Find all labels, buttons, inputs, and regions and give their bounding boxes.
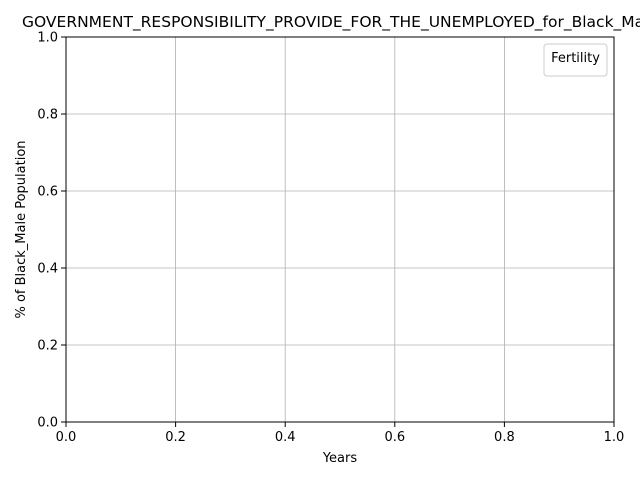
y-axis-label: % of Black_Male Population: [14, 140, 29, 318]
chart-title: GOVERNMENT_RESPONSIBILITY_PROVIDE_FOR_TH…: [22, 13, 640, 32]
x-tick-label: 0.6: [384, 430, 405, 445]
y-tick-label: 0.4: [37, 262, 58, 277]
y-tick-label: 0.6: [37, 185, 58, 200]
x-tick-label: 0.4: [275, 430, 296, 445]
x-tick-label: 0.8: [494, 430, 515, 445]
x-tick-label: 0.0: [56, 430, 77, 445]
x-axis-label: Years: [322, 451, 358, 466]
y-tick-label: 0.2: [37, 339, 58, 354]
x-tick-label: 0.2: [165, 430, 186, 445]
legend: Fertility: [544, 44, 607, 76]
y-tick-label: 0.0: [37, 416, 58, 431]
y-tick-label: 1.0: [37, 31, 58, 46]
y-tick-label: 0.8: [37, 108, 58, 123]
legend-title: Fertility: [551, 51, 600, 66]
x-tick-label: 1.0: [604, 430, 625, 445]
